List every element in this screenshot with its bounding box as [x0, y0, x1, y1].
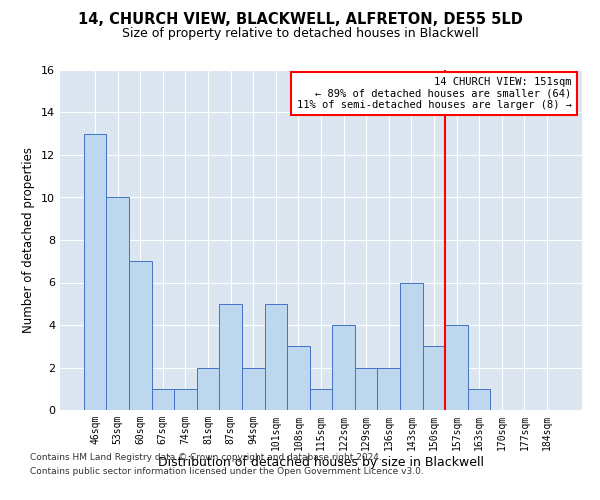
- Bar: [445, 325, 468, 410]
- Bar: [468, 389, 490, 410]
- Bar: [287, 346, 310, 410]
- Bar: [310, 389, 332, 410]
- Text: 14 CHURCH VIEW: 151sqm
← 89% of detached houses are smaller (64)
11% of semi-det: 14 CHURCH VIEW: 151sqm ← 89% of detached…: [296, 77, 572, 110]
- Text: Contains public sector information licensed under the Open Government Licence v3: Contains public sector information licen…: [30, 467, 424, 476]
- Bar: [84, 134, 106, 410]
- Bar: [377, 368, 400, 410]
- Bar: [197, 368, 220, 410]
- Bar: [355, 368, 377, 410]
- Bar: [242, 368, 265, 410]
- Text: Contains HM Land Registry data © Crown copyright and database right 2024.: Contains HM Land Registry data © Crown c…: [30, 454, 382, 462]
- Bar: [265, 304, 287, 410]
- Bar: [220, 304, 242, 410]
- Y-axis label: Number of detached properties: Number of detached properties: [22, 147, 35, 333]
- Bar: [422, 346, 445, 410]
- Bar: [174, 389, 197, 410]
- Bar: [332, 325, 355, 410]
- Bar: [129, 261, 152, 410]
- Bar: [400, 282, 422, 410]
- Bar: [152, 389, 174, 410]
- Bar: [106, 198, 129, 410]
- Text: 14, CHURCH VIEW, BLACKWELL, ALFRETON, DE55 5LD: 14, CHURCH VIEW, BLACKWELL, ALFRETON, DE…: [77, 12, 523, 28]
- Text: Size of property relative to detached houses in Blackwell: Size of property relative to detached ho…: [122, 28, 478, 40]
- X-axis label: Distribution of detached houses by size in Blackwell: Distribution of detached houses by size …: [158, 456, 484, 468]
